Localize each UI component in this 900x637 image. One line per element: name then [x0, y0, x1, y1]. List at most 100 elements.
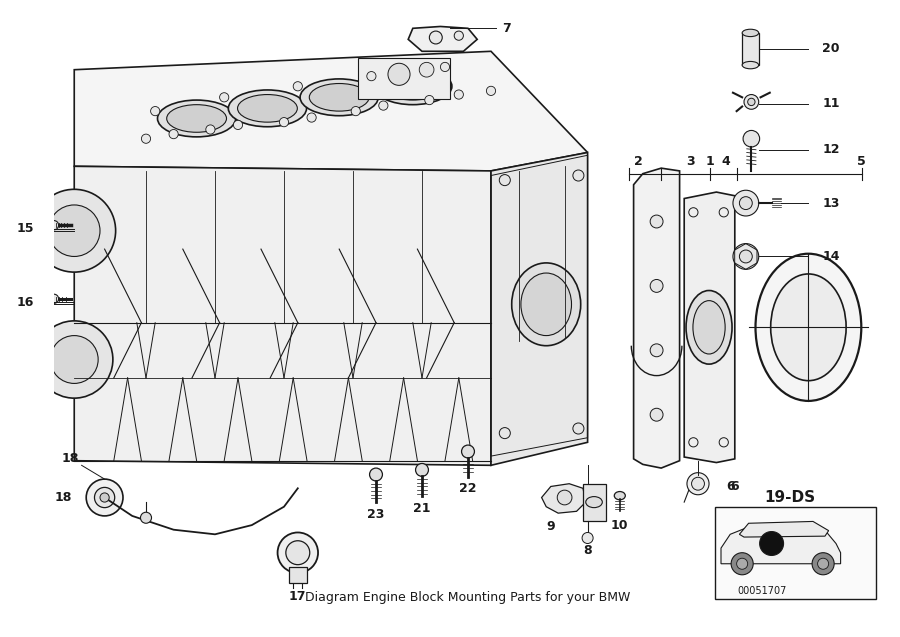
- Circle shape: [736, 558, 748, 569]
- Circle shape: [100, 493, 109, 502]
- Circle shape: [462, 445, 474, 458]
- Circle shape: [367, 71, 376, 81]
- Text: 18: 18: [55, 491, 72, 504]
- Text: 14: 14: [823, 250, 840, 263]
- Circle shape: [582, 533, 593, 543]
- Ellipse shape: [586, 497, 602, 508]
- Circle shape: [220, 93, 229, 102]
- Circle shape: [307, 113, 316, 122]
- Circle shape: [206, 125, 215, 134]
- Text: 00051707: 00051707: [738, 586, 788, 596]
- Circle shape: [573, 423, 584, 434]
- Bar: [289, 566, 307, 583]
- Circle shape: [760, 531, 784, 555]
- Circle shape: [279, 118, 289, 127]
- Polygon shape: [74, 52, 588, 171]
- Text: 16: 16: [16, 296, 34, 309]
- Ellipse shape: [686, 290, 732, 364]
- Polygon shape: [74, 166, 491, 465]
- Bar: [742, 33, 759, 65]
- Circle shape: [500, 427, 510, 439]
- Circle shape: [50, 294, 58, 303]
- Circle shape: [141, 134, 150, 143]
- Circle shape: [169, 129, 178, 139]
- Circle shape: [50, 336, 98, 383]
- Text: 13: 13: [823, 197, 840, 210]
- Circle shape: [733, 243, 759, 269]
- Text: 22: 22: [459, 482, 477, 495]
- Circle shape: [419, 62, 434, 77]
- Polygon shape: [491, 152, 588, 465]
- Text: Diagram Engine Block Mounting Parts for your BMW: Diagram Engine Block Mounting Parts for …: [305, 591, 631, 605]
- Ellipse shape: [382, 73, 443, 100]
- Text: 8: 8: [583, 545, 592, 557]
- Circle shape: [49, 205, 100, 257]
- Bar: [715, 506, 876, 599]
- Circle shape: [293, 82, 302, 91]
- Text: 12: 12: [823, 143, 840, 156]
- Ellipse shape: [742, 29, 759, 36]
- Ellipse shape: [158, 100, 236, 137]
- Polygon shape: [721, 523, 841, 564]
- Circle shape: [812, 553, 834, 575]
- Circle shape: [440, 62, 450, 71]
- Circle shape: [650, 344, 663, 357]
- Text: 7: 7: [502, 22, 511, 35]
- Polygon shape: [634, 168, 680, 468]
- Text: 21: 21: [413, 502, 431, 515]
- Text: 20: 20: [823, 42, 840, 55]
- Circle shape: [454, 31, 464, 40]
- Ellipse shape: [615, 492, 626, 500]
- Circle shape: [351, 106, 360, 116]
- Ellipse shape: [300, 79, 378, 116]
- Text: 10: 10: [611, 519, 628, 532]
- Polygon shape: [740, 522, 829, 537]
- Ellipse shape: [310, 83, 369, 111]
- Circle shape: [150, 106, 160, 116]
- Text: 6: 6: [726, 480, 734, 493]
- Circle shape: [370, 468, 382, 481]
- Ellipse shape: [770, 274, 846, 381]
- Text: 17: 17: [289, 590, 307, 603]
- Bar: [357, 58, 450, 99]
- Circle shape: [650, 408, 663, 421]
- Text: 23: 23: [367, 508, 384, 520]
- Circle shape: [277, 533, 318, 573]
- Circle shape: [425, 96, 434, 104]
- Polygon shape: [684, 192, 734, 462]
- Circle shape: [748, 98, 755, 106]
- Ellipse shape: [229, 90, 307, 127]
- Circle shape: [36, 321, 112, 398]
- Text: 9: 9: [546, 520, 555, 533]
- Text: 2: 2: [634, 155, 643, 168]
- Circle shape: [743, 131, 760, 147]
- Circle shape: [416, 464, 428, 476]
- Text: 18: 18: [62, 452, 79, 466]
- Circle shape: [731, 553, 753, 575]
- Bar: [583, 483, 606, 520]
- Circle shape: [286, 541, 310, 564]
- Ellipse shape: [742, 61, 759, 69]
- Text: 4: 4: [721, 155, 730, 168]
- Ellipse shape: [238, 94, 297, 122]
- Circle shape: [32, 189, 115, 272]
- Text: 11: 11: [823, 97, 840, 110]
- Ellipse shape: [755, 254, 861, 401]
- Ellipse shape: [512, 263, 580, 346]
- Text: 1: 1: [706, 155, 715, 168]
- Text: 15: 15: [16, 222, 34, 235]
- Circle shape: [388, 63, 410, 85]
- Text: 19-DS: 19-DS: [764, 490, 815, 505]
- Circle shape: [740, 250, 752, 263]
- Circle shape: [650, 280, 663, 292]
- Circle shape: [454, 90, 464, 99]
- Circle shape: [691, 477, 705, 490]
- Circle shape: [733, 190, 759, 216]
- Circle shape: [94, 487, 114, 508]
- Ellipse shape: [521, 273, 572, 336]
- Ellipse shape: [166, 104, 227, 132]
- Text: 6: 6: [731, 480, 739, 493]
- Circle shape: [486, 86, 496, 96]
- Circle shape: [379, 101, 388, 110]
- Ellipse shape: [374, 68, 452, 104]
